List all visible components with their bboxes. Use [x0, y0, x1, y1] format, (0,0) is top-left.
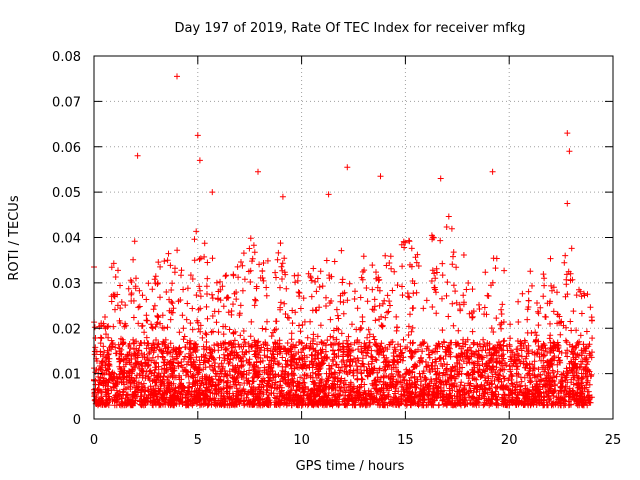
data-points — [91, 73, 596, 409]
x-tick-label: 20 — [501, 433, 518, 448]
x-tick-label: 10 — [293, 433, 310, 448]
axis-ticks: 0 0.01 0.02 0.03 0.04 0.05 0.06 0.07 0.08 0 5 10 15 2… — [52, 50, 621, 448]
chart-title: Day 197 of 2019, Rate Of TEC Index for r… — [175, 21, 526, 36]
y-tick-label: 0.08 — [52, 50, 81, 65]
y-tick-label: 0.03 — [52, 277, 81, 292]
y-tick-label: 0 — [73, 413, 81, 428]
y-tick-label: 0.05 — [52, 186, 81, 201]
x-tick-label: 15 — [397, 433, 414, 448]
x-tick-label: 5 — [194, 433, 202, 448]
y-tick-label: 0.01 — [52, 368, 81, 383]
x-tick-label: 25 — [605, 433, 622, 448]
x-axis-label: GPS time / hours — [296, 459, 405, 474]
x-tick-label: 0 — [90, 433, 98, 448]
y-tick-label: 0.07 — [52, 95, 81, 110]
y-tick-label: 0.02 — [52, 322, 81, 337]
y-tick-label: 0.06 — [52, 141, 81, 156]
y-axis-label: ROTI / TECUs — [7, 195, 22, 280]
roti-marker-cloud — [91, 73, 596, 409]
y-tick-label: 0.04 — [52, 232, 81, 247]
